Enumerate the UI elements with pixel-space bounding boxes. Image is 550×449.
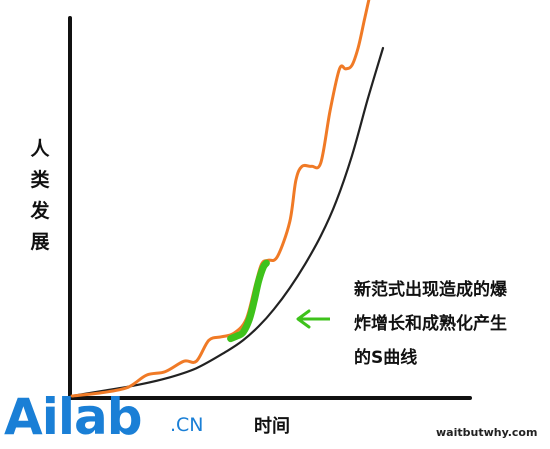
y-axis-label-char: 类 [30, 168, 49, 191]
y-axis-label-char: 展 [30, 231, 49, 253]
x-axis-label: 时间 [254, 416, 290, 437]
series-layer [70, 0, 385, 398]
y-axis-label-char: 人 [30, 138, 50, 160]
annotation-line-1: 新范式出现造成的爆 [354, 279, 508, 300]
highlight-s-curve [227, 259, 270, 343]
series-line-orange [70, 0, 371, 398]
svg-text:.CN: .CN [170, 414, 204, 436]
annotation-arrow [296, 309, 330, 329]
series-line-smooth [70, 46, 385, 398]
source-credit: waitbutwhy.com [436, 426, 537, 439]
ailab-logo: Ailab .CN [4, 388, 204, 446]
annotation-line-3: 的S曲线 [354, 347, 417, 368]
annotation-line-2: 炸增长和成熟化产生 [354, 313, 507, 334]
svg-text:Ailab: Ailab [4, 388, 142, 446]
y-axis-label-char: 发 [29, 199, 50, 222]
